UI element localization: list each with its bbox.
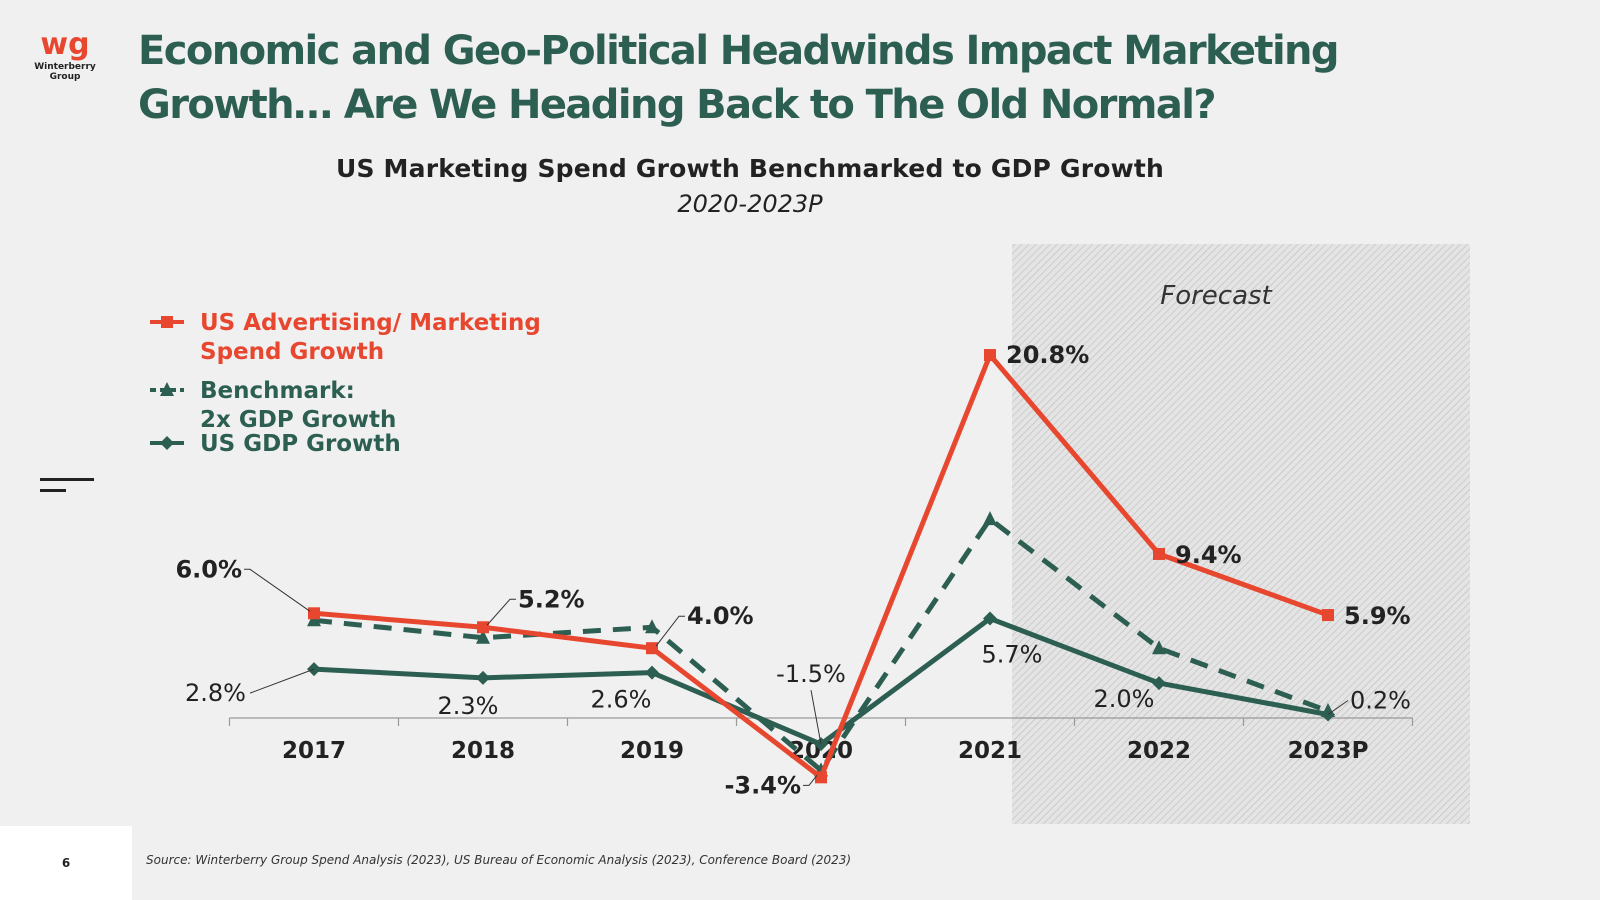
data-point-0-1 [477,621,489,634]
x-tick-label: 2022 [1127,738,1191,764]
legend-marker [161,316,173,328]
data-point-2-2 [645,665,659,680]
data-point-0-0 [308,607,320,620]
chart-subtitle: 2020-2023P [677,190,823,218]
data-label-gdp: 2.6% [591,686,652,714]
page-number-box: 6 [0,826,132,900]
data-label-advertising: 6.0% [175,555,242,583]
data-label-gdp: 2.8% [185,679,246,707]
data-label-gdp: -1.5% [776,660,846,688]
legend-label: US Advertising/ Marketing [200,310,541,336]
legend-label: 2x GDP Growth [200,407,396,433]
data-label-gdp: 2.3% [438,692,499,720]
data-point-0-3 [815,771,827,784]
legend-marker [160,436,174,450]
data-label-advertising: 20.8% [1006,341,1089,369]
data-point-1-5 [1152,640,1166,655]
legend-label: US GDP Growth [200,431,401,457]
x-tick-label: 2021 [958,738,1022,764]
data-point-1-4 [983,511,997,526]
leader-line [1327,700,1349,715]
logo-mark: wg [40,27,90,62]
source-note: Source: Winterberry Group Spend Analysis… [146,853,852,867]
leader-line [249,668,315,694]
leader-line [803,775,818,786]
data-label-gdp: 2.0% [1094,685,1155,713]
data-label-gdp: 5.7% [982,641,1043,669]
leader-line [486,598,516,626]
data-point-0-6 [1322,609,1334,622]
legend-marker [160,382,174,396]
leader-line [244,568,311,612]
data-point-2-5 [1152,676,1166,691]
legend-label: Spend Growth [200,339,384,365]
leader-line [810,690,822,745]
data-point-2-4 [983,611,997,626]
side-rule-long [40,478,94,481]
logo-name: Winterberry Group [34,62,96,82]
x-tick-label: 2019 [620,738,684,764]
chart-title: US Marketing Spend Growth Benchmarked to… [335,154,1165,183]
leader-line [655,615,685,647]
side-rule-short [40,489,66,492]
data-label-advertising: -3.4% [724,771,801,799]
logo: wg Winterberry Group [30,27,100,83]
forecast-label: Forecast [1160,281,1272,311]
data-point-1-2 [645,619,659,634]
data-point-1-1 [476,629,490,644]
data-label-advertising: 5.9% [1344,602,1411,630]
data-point-0-2 [646,642,658,655]
data-label-advertising: 4.0% [687,602,754,630]
page-title: Economic and Geo-Political Headwinds Imp… [138,28,1340,128]
x-tick-label: 2023P [1288,738,1369,764]
data-label-advertising: 9.4% [1175,541,1242,569]
x-tick-label: 2017 [282,738,346,764]
page-number: 6 [61,856,71,870]
data-label-gdp: 0.2% [1350,687,1411,715]
data-point-0-4 [984,349,996,362]
x-tick-label: 2018 [451,738,515,764]
data-point-2-1 [476,670,490,685]
data-point-0-5 [1153,547,1165,560]
forecast-region [1012,244,1470,824]
legend-label: Benchmark: [200,378,355,404]
data-label-advertising: 5.2% [518,585,585,613]
